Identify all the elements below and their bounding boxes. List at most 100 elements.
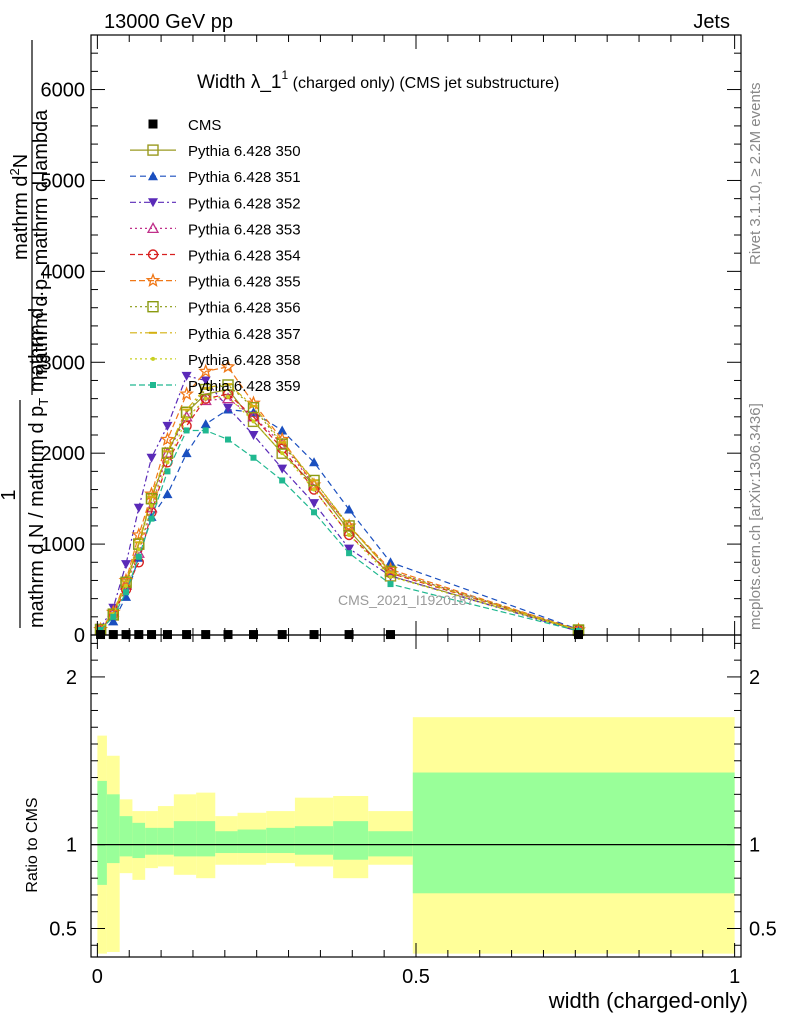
- series-1-point: [121, 591, 132, 601]
- svg-text:mathrm d pT mathrm d lambda: mathrm d pT mathrm d lambda: [30, 109, 55, 380]
- ratio-y-tick-label: 1: [66, 835, 77, 857]
- series-2-point: [309, 499, 320, 509]
- series-5-point: [131, 527, 147, 542]
- series-8-point: [149, 503, 154, 508]
- ratio-inner-band: [157, 827, 174, 855]
- ratio-y-tick-label-right: 0.5: [749, 918, 777, 940]
- main-y-tick-label: 6000: [41, 80, 86, 102]
- ratio-y-label: Ratio to CMS: [24, 797, 41, 892]
- series-6-point: [276, 438, 288, 450]
- legend-marker-6: [147, 301, 159, 313]
- series-2-point: [146, 453, 157, 463]
- ratio-inner-band: [132, 822, 146, 859]
- svg-text:mathrm d2N: mathrm d2N: [7, 154, 32, 260]
- series-6-point: [200, 383, 212, 396]
- legend-label-7: Pythia 6.428 357: [188, 326, 301, 343]
- series-6-point: [222, 379, 234, 391]
- y-label-sup: 2: [7, 168, 22, 175]
- main-y-tick-label: 0: [74, 625, 85, 647]
- series-9-point: [123, 589, 130, 596]
- series-2-point: [181, 371, 192, 381]
- series-9-point: [202, 427, 209, 434]
- ratio-inner-band: [368, 831, 413, 857]
- ratio-inner-band: [97, 780, 107, 885]
- x-axis-label: width (charged-only): [548, 988, 748, 1013]
- legend-label-0: Pythia 6.428 350: [188, 143, 301, 160]
- y-axis-label: mathrm d2N mathrm d pT mathrm d lambda 1…: [0, 40, 55, 628]
- series-9-point: [387, 581, 394, 588]
- main-y-tick-label: 4000: [41, 261, 86, 283]
- ratio-inner-band: [173, 821, 197, 857]
- series-line-5: [100, 366, 579, 631]
- series-line-2: [100, 375, 579, 632]
- series-8-point: [184, 416, 189, 421]
- y-label-norm-tail: mathrm d ...: [26, 286, 48, 398]
- series-1-point: [200, 419, 211, 429]
- ratio-inner-band: [196, 821, 216, 857]
- svg-text:Width λ_11 (charged only) (CMS: Width λ_11 (charged only) (CMS jet subst…: [197, 68, 559, 93]
- legend-label-3: Pythia 6.428 353: [188, 221, 301, 238]
- series-1-point: [344, 504, 355, 514]
- ratio-inner-band: [266, 827, 295, 854]
- y-label-norm-sub: T: [36, 398, 51, 406]
- main-y-tick-label: 3000: [41, 352, 86, 374]
- ratio-inner-band: [145, 827, 158, 855]
- series-1-point: [162, 489, 173, 499]
- main-y-tick-label: 5000: [41, 170, 86, 192]
- series-6-point: [145, 492, 158, 505]
- plot-title-main: Width λ_1: [197, 72, 281, 93]
- ratio-inner-band: [237, 829, 267, 854]
- ratio-y-tick-label: 0.5: [49, 918, 77, 940]
- series-2-point: [277, 464, 288, 474]
- legend-label-1: Pythia 6.428 351: [188, 169, 301, 186]
- series-2-point: [248, 431, 259, 440]
- series-2-point: [162, 421, 173, 431]
- ratio-inner-band: [119, 816, 133, 857]
- legend-marker-8: [151, 356, 155, 361]
- series-5-point: [160, 431, 175, 446]
- series-6-point: [343, 520, 355, 532]
- y-label-denominator-tail: mathrm d lambda: [30, 109, 52, 271]
- mcplots-label: mcplots.cern.ch [arXiv:1306.3436]: [747, 403, 764, 630]
- legend-marker-9: [150, 382, 156, 388]
- series-1-point: [108, 616, 119, 626]
- series-3-point: [199, 394, 212, 406]
- series-8-point: [388, 574, 393, 579]
- x-tick-label: 0: [92, 966, 103, 988]
- main-plot: 0 1000 2000 3000 4000 5000 6000: [41, 34, 742, 647]
- series-8-point: [347, 533, 352, 537]
- plot-title: Width λ_11 (charged only) (CMS jet subst…: [197, 68, 559, 93]
- header-collision-label: 13000 GeV pp: [104, 11, 233, 33]
- series-9-point: [279, 477, 286, 484]
- ratio-plot: 0.5 0.51 12 2 0 0.5 1: [49, 634, 777, 988]
- legend-label-2: Pythia 6.428 352: [188, 195, 301, 212]
- series-6-point: [247, 402, 260, 414]
- series-1-point: [277, 425, 288, 435]
- ratio-inner-band: [294, 826, 334, 855]
- legend-marker-4: [147, 249, 159, 260]
- series-9-point: [183, 427, 190, 434]
- ratio-x-axis: 0 0.5 1: [92, 635, 740, 988]
- series-5-point: [198, 363, 214, 378]
- series-9-point: [225, 436, 232, 443]
- series-9-point: [164, 468, 171, 475]
- legend-marker-5: [145, 272, 161, 287]
- ratio-y-axis: 0.5 0.5 1 1 2 2: [49, 642, 777, 946]
- series-2-point: [344, 544, 355, 554]
- series-9-point: [346, 550, 353, 557]
- y-label-norm-denominator: mathrm d N / mathrm d p: [26, 406, 48, 628]
- rivet-version-label: Rivet 3.1.10, ≥ 2.2M events: [747, 83, 764, 266]
- y-label-denominator: mathrm d p: [30, 279, 52, 380]
- main-x-axis: [96, 35, 736, 635]
- main-y-tick-label: 2000: [41, 443, 86, 465]
- series-2-point: [121, 560, 132, 570]
- series-5-point: [220, 358, 236, 374]
- legend-marker-2: [148, 198, 158, 208]
- y-label-sub: T: [40, 271, 55, 279]
- series-8-point: [136, 547, 141, 552]
- x-tick-label: 0.5: [402, 966, 430, 988]
- legend-cms-marker: [148, 119, 158, 129]
- series-1-point: [309, 457, 320, 467]
- ratio-y-tick-label-right: 1: [749, 835, 760, 857]
